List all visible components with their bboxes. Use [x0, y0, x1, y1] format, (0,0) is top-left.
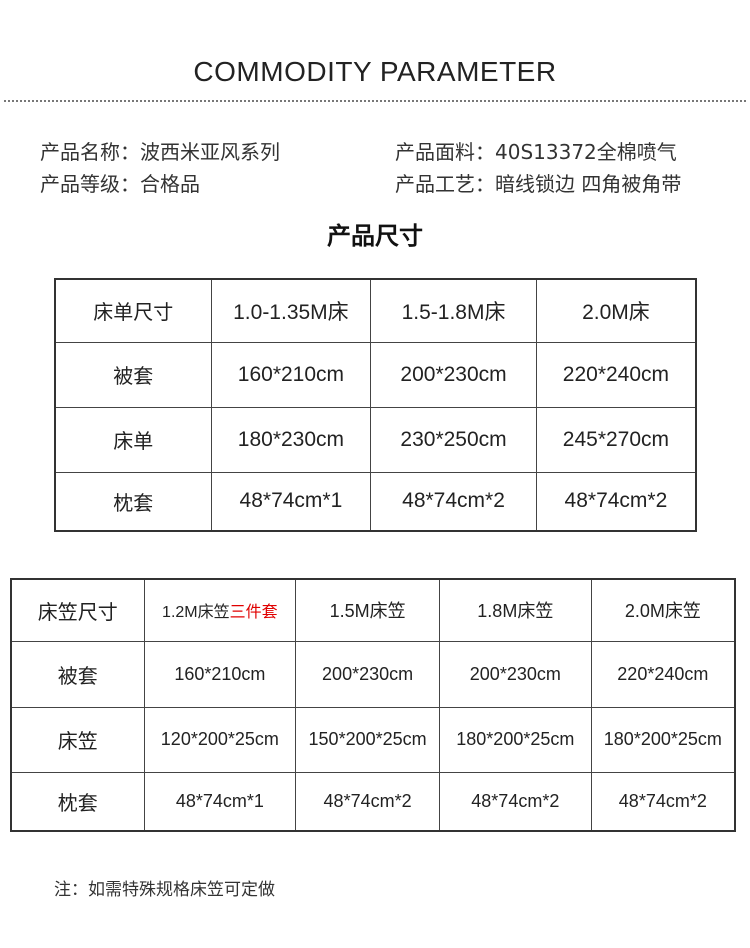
table-header-row: 床笠尺寸 1.2M床笠三件套 1.5M床笠 1.8M床笠 2.0M床笠 [10, 578, 736, 642]
row-label: 床笠 [10, 706, 145, 773]
table-row: 枕套 48*74cm*1 48*74cm*2 48*74cm*2 [54, 471, 697, 532]
cell: 150*200*25cm [295, 706, 440, 773]
cell: 48*74cm*2 [295, 771, 440, 832]
cell: 220*240cm [590, 640, 736, 708]
cell: 200*230cm [295, 640, 440, 708]
product-grade: 产品等级：合格品 [40, 172, 200, 196]
row-label: 被套 [54, 341, 212, 408]
header-text: 1.2M床笠 [162, 604, 230, 622]
header-cell: 1.5M床笠 [295, 578, 440, 642]
header-cell: 1.2M床笠三件套 [143, 578, 297, 642]
product-craft: 产品工艺：暗线锁边 四角被角带 [395, 172, 682, 196]
table-row: 床单 180*230cm 230*250cm 245*270cm [54, 406, 697, 473]
table-row: 被套 160*210cm 200*230cm 200*230cm 220*240… [10, 640, 736, 708]
header-cell: 2.0M床 [535, 278, 697, 343]
fitted-sheet-size-table: 床笠尺寸 1.2M床笠三件套 1.5M床笠 1.8M床笠 2.0M床笠 被套 1… [10, 578, 736, 832]
sheet-size-table: 床单尺寸 1.0-1.35M床 1.5-1.8M床 2.0M床 被套 160*2… [54, 278, 697, 532]
cell: 180*230cm [210, 406, 372, 473]
cell: 48*74cm*2 [370, 471, 537, 532]
cell: 245*270cm [535, 406, 697, 473]
header-cell: 床笠尺寸 [10, 578, 145, 642]
header-cell: 1.5-1.8M床 [370, 278, 537, 343]
product-fabric: 产品面料：40S13372全棉喷气 [395, 140, 677, 164]
table-row: 床笠 120*200*25cm 150*200*25cm 180*200*25c… [10, 706, 736, 773]
cell: 230*250cm [370, 406, 537, 473]
cell: 220*240cm [535, 341, 697, 408]
cell: 48*74cm*2 [590, 771, 736, 832]
cell: 180*200*25cm [590, 706, 736, 773]
cell: 48*74cm*2 [438, 771, 592, 832]
dotted-divider [4, 100, 746, 102]
table-row: 被套 160*210cm 200*230cm 220*240cm [54, 341, 697, 408]
row-label: 被套 [10, 640, 145, 708]
row-label: 床单 [54, 406, 212, 473]
header-cell: 床单尺寸 [54, 278, 212, 343]
product-name: 产品名称：波西米亚风系列 [40, 140, 280, 164]
row-label: 枕套 [10, 771, 145, 832]
three-piece-highlight: 三件套 [229, 604, 278, 622]
custom-size-note: 注：如需特殊规格床笠可定做 [54, 880, 275, 900]
cell: 48*74cm*1 [143, 771, 297, 832]
cell: 48*74cm*1 [210, 471, 372, 532]
header-cell: 2.0M床笠 [590, 578, 736, 642]
section-title: 产品尺寸 [327, 222, 423, 250]
cell: 120*200*25cm [143, 706, 297, 773]
cell: 160*210cm [210, 341, 372, 408]
header-cell: 1.8M床笠 [438, 578, 592, 642]
table-header-row: 床单尺寸 1.0-1.35M床 1.5-1.8M床 2.0M床 [54, 278, 697, 343]
cell: 160*210cm [143, 640, 297, 708]
row-label: 枕套 [54, 471, 212, 532]
header-cell: 1.0-1.35M床 [210, 278, 372, 343]
cell: 200*230cm [370, 341, 537, 408]
cell: 180*200*25cm [438, 706, 592, 773]
cell: 200*230cm [438, 640, 592, 708]
table-row: 枕套 48*74cm*1 48*74cm*2 48*74cm*2 48*74cm… [10, 771, 736, 832]
page-title: COMMODITY PARAMETER [193, 56, 557, 87]
cell: 48*74cm*2 [535, 471, 697, 532]
